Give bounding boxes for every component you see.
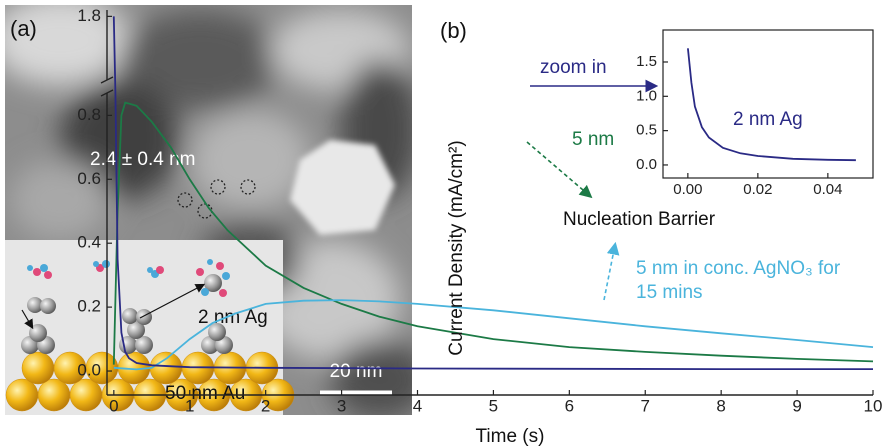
x-tick-label: 3 [337,396,346,415]
x-tick-label: 9 [792,396,801,415]
panel-label: (a) [10,16,37,41]
annotation: Nucleation Barrier [563,208,783,232]
x-tick-label: 0.00 [673,181,702,198]
panel-label: (b) [440,18,467,43]
figure: (a) 2.4 ± 0.4 nm 20 nm 2 nm Ag 50 nm Au … [0,0,887,448]
y-tick-label: 0.6 [77,169,101,188]
x-axis-label: Time (s) [476,426,545,447]
y-tick-label: 0.2 [77,297,101,316]
annotation-arrow [604,245,615,300]
x-tick-label: 4 [413,396,422,415]
inset-series-label: 2 nm Ag [733,108,853,132]
x-tick-label: 0.02 [743,181,772,198]
x-tick-label: 1 [185,396,194,415]
size-label: 2.4 ± 0.4 nm [90,149,195,170]
x-tick-label: 7 [641,396,650,415]
x-tick-label: 5 [489,396,498,415]
y-tick-label: 0.4 [77,233,101,252]
tem-image [0,0,430,420]
y-tick-label: 1.0 [636,87,657,104]
x-tick-label: 10 [864,396,883,415]
x-tick-label: 0 [109,396,118,415]
series-label: 5 nm in conc. AgNO₃ for 15 mins [636,257,856,305]
y-axis-label: Current Density (mA/cm²) [446,140,467,355]
x-tick-label: 8 [716,396,725,415]
y-tick-label: 0.8 [77,105,101,124]
y-tick-label: 0.0 [636,156,657,173]
inset-label: 50 nm Au [165,383,245,404]
y-tick-label: 1.8 [77,6,101,25]
series-label: 5 nm [572,128,652,152]
annotation: zoom in [540,56,650,80]
x-tick-label: 6 [565,396,574,415]
x-tick-label: 0.04 [813,181,842,198]
x-tick-label: 2 [261,396,270,415]
scale-bar-label: 20 nm [330,361,383,382]
y-tick-label: 0.0 [77,361,101,380]
